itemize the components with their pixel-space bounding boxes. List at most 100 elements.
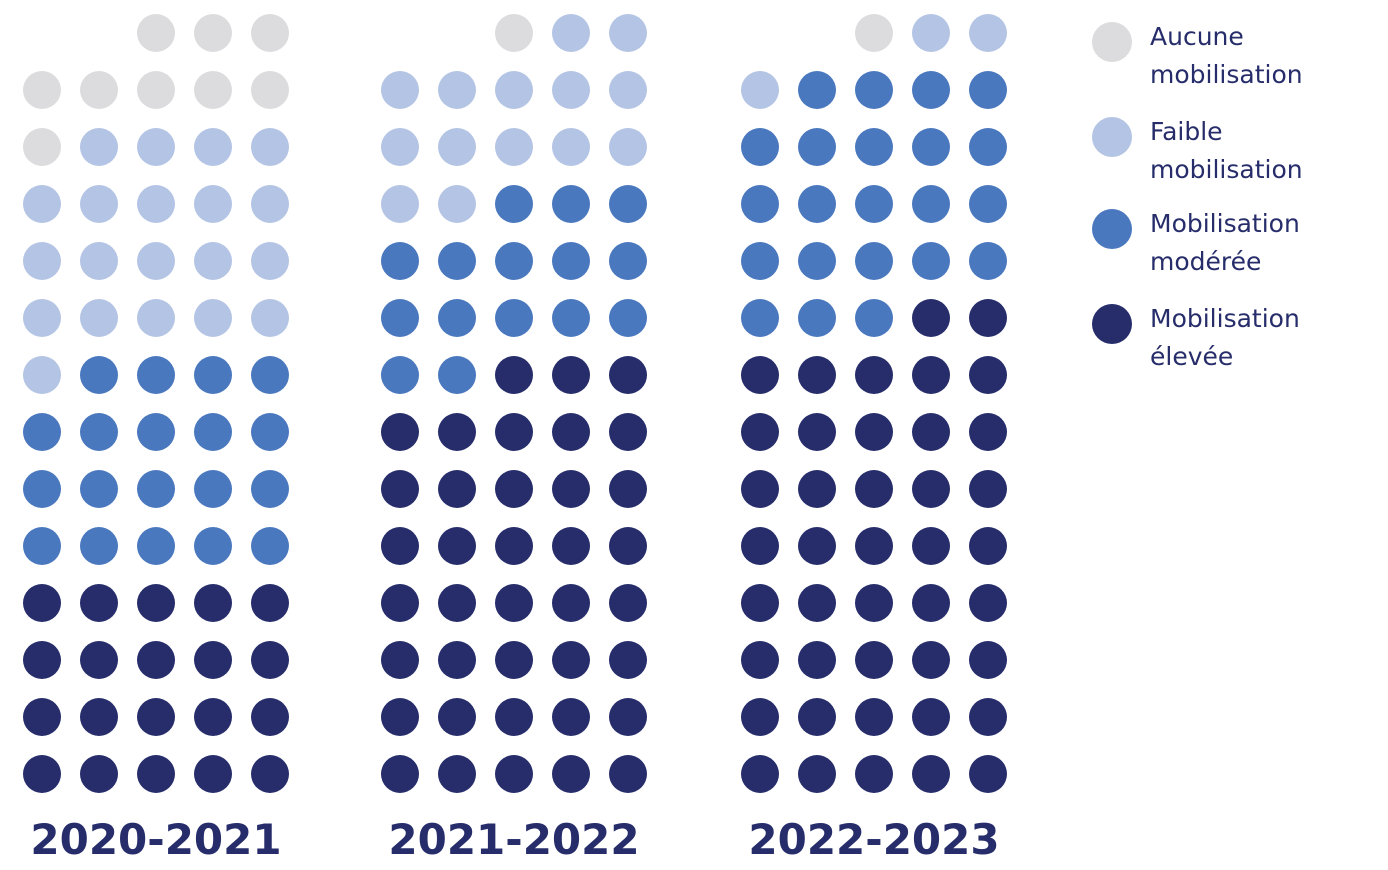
waffle-dot-moderee (969, 185, 1007, 223)
waffle-dot-moderee (798, 128, 836, 166)
waffle-dot-moderee (251, 527, 289, 565)
waffle-dot-faible (381, 185, 419, 223)
waffle-dot-elevee (381, 755, 419, 793)
waffle-dot-elevee (969, 299, 1007, 337)
waffle-dot-elevee (381, 413, 419, 451)
waffle-dot-moderee (80, 527, 118, 565)
waffle-dot-moderee (798, 242, 836, 280)
waffle-dot-faible (80, 299, 118, 337)
waffle-dot-faible (23, 185, 61, 223)
legend-label-line: Aucune (1150, 22, 1244, 51)
waffle-dot-faible (194, 185, 232, 223)
waffle-dot-elevee (438, 641, 476, 679)
waffle-dot-faible (23, 356, 61, 394)
waffle-dot-elevee (552, 584, 590, 622)
waffle-dot-elevee (495, 584, 533, 622)
waffle-dot-elevee (969, 641, 1007, 679)
waffle-dot-moderee (251, 413, 289, 451)
waffle-dot-aucune (251, 71, 289, 109)
waffle-dot-elevee (741, 413, 779, 451)
waffle-dot-moderee (552, 299, 590, 337)
waffle-dot-elevee (609, 470, 647, 508)
waffle-dot-moderee (251, 470, 289, 508)
legend-swatch-moderee (1092, 209, 1132, 249)
legend-label-line: modérée (1150, 247, 1262, 276)
year-label-2021-2022: 2021-2022 (388, 815, 640, 864)
waffle-dot-elevee (23, 698, 61, 736)
waffle-dot-faible (381, 71, 419, 109)
waffle-dot-faible (438, 128, 476, 166)
waffle-dot-elevee (609, 641, 647, 679)
waffle-dot-moderee (855, 128, 893, 166)
waffle-dot-faible (438, 185, 476, 223)
waffle-dot-elevee (912, 527, 950, 565)
waffle-dot-aucune (495, 14, 533, 52)
legend-swatch-elevee (1092, 304, 1132, 344)
waffle-dot-elevee (495, 527, 533, 565)
waffle-dot-faible (969, 14, 1007, 52)
waffle-dot-faible (137, 242, 175, 280)
waffle-dot-moderee (609, 299, 647, 337)
waffle-dot-moderee (741, 185, 779, 223)
waffle-dot-aucune (23, 128, 61, 166)
waffle-dot-elevee (495, 698, 533, 736)
waffle-dot-elevee (552, 641, 590, 679)
waffle-dot-faible (23, 299, 61, 337)
waffle-dot-elevee (137, 584, 175, 622)
waffle-dot-elevee (251, 698, 289, 736)
waffle-dot-moderee (552, 185, 590, 223)
waffle-dot-moderee (798, 71, 836, 109)
waffle-dot-elevee (741, 698, 779, 736)
waffle-dot-moderee (137, 527, 175, 565)
waffle-dot-moderee (855, 242, 893, 280)
waffle-dot-moderee (23, 527, 61, 565)
waffle-dot-elevee (798, 413, 836, 451)
waffle-dot-elevee (609, 413, 647, 451)
waffle-dot-elevee (80, 641, 118, 679)
waffle-dot-moderee (741, 242, 779, 280)
waffle-dot-elevee (855, 470, 893, 508)
waffle-dot-elevee (912, 413, 950, 451)
waffle-dot-moderee (137, 356, 175, 394)
waffle-dot-moderee (855, 299, 893, 337)
waffle-dot-moderee (798, 299, 836, 337)
legend-label-line: Mobilisation (1150, 209, 1300, 238)
waffle-dot-faible (741, 71, 779, 109)
waffle-dot-moderee (495, 299, 533, 337)
waffle-dot-elevee (381, 584, 419, 622)
waffle-dot-elevee (798, 755, 836, 793)
legend-label-line: mobilisation (1150, 60, 1303, 89)
waffle-dot-elevee (855, 641, 893, 679)
waffle-dot-elevee (438, 527, 476, 565)
legend-label-line: élevée (1150, 342, 1234, 371)
waffle-dot-aucune (80, 71, 118, 109)
legend-label-line: Faible (1150, 117, 1223, 146)
waffle-dot-faible (609, 14, 647, 52)
waffle-dot-moderee (552, 242, 590, 280)
waffle-dot-moderee (855, 71, 893, 109)
waffle-dot-aucune (251, 14, 289, 52)
waffle-dot-moderee (912, 242, 950, 280)
waffle-dot-elevee (609, 356, 647, 394)
waffle-dot-faible (80, 128, 118, 166)
waffle-dot-elevee (609, 698, 647, 736)
waffle-dot-moderee (969, 71, 1007, 109)
year-label-2022-2023: 2022-2023 (748, 815, 1000, 864)
waffle-dot-elevee (552, 356, 590, 394)
waffle-dot-faible (80, 185, 118, 223)
waffle-dot-elevee (552, 527, 590, 565)
waffle-dot-aucune (194, 71, 232, 109)
waffle-dot-elevee (495, 755, 533, 793)
waffle-dot-moderee (969, 242, 1007, 280)
waffle-dot-elevee (23, 584, 61, 622)
waffle-dot-moderee (80, 356, 118, 394)
waffle-dot-elevee (137, 755, 175, 793)
waffle-dot-moderee (912, 128, 950, 166)
waffle-dot-elevee (438, 470, 476, 508)
waffle-dot-elevee (609, 755, 647, 793)
waffle-dot-aucune (855, 14, 893, 52)
waffle-dot-moderee (381, 299, 419, 337)
waffle-dot-aucune (23, 71, 61, 109)
waffle-dot-elevee (438, 755, 476, 793)
